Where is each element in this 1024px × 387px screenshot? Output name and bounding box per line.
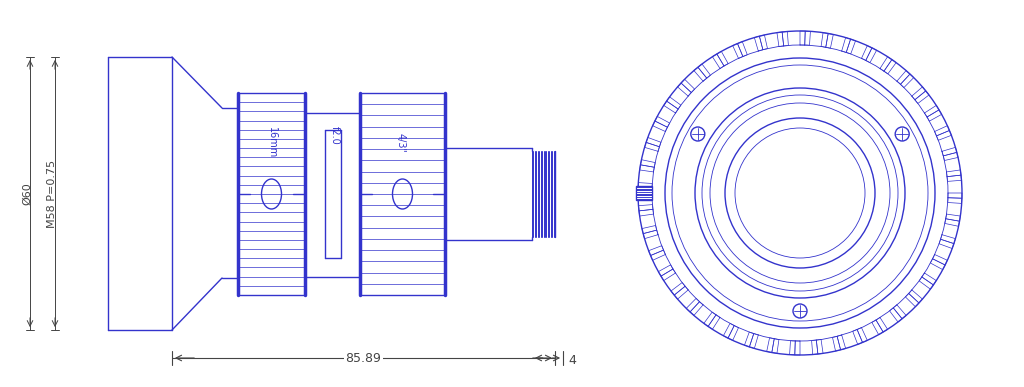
Text: 85.89: 85.89 (345, 351, 381, 365)
Bar (636, 186, 652, 200)
Text: f2.0: f2.0 (330, 126, 340, 144)
Text: 4/3": 4/3" (395, 133, 406, 153)
Text: Ø60: Ø60 (22, 182, 32, 205)
Text: 4: 4 (568, 354, 575, 368)
Text: 16mm: 16mm (266, 127, 276, 159)
Text: M58 P=0.75: M58 P=0.75 (47, 159, 57, 228)
